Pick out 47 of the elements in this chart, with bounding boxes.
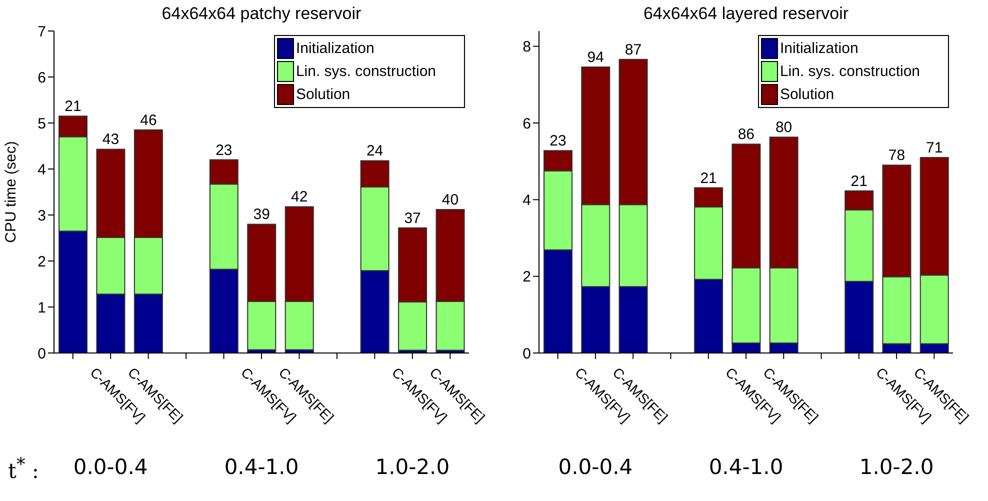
annotation: 21 bbox=[700, 170, 717, 187]
legend-label: Solution bbox=[296, 86, 350, 103]
annotation: 46 bbox=[140, 112, 157, 129]
legend-label: Lin. sys. construction bbox=[296, 63, 436, 80]
legend-label: Solution bbox=[780, 86, 834, 103]
legend-label: Initialization bbox=[296, 40, 374, 57]
y-tick-label: 6 bbox=[522, 115, 531, 132]
annotation: 71 bbox=[926, 140, 943, 156]
annotation: 80 bbox=[775, 119, 792, 136]
y-tick-label: 2 bbox=[522, 268, 531, 286]
y-tick-label: 7 bbox=[38, 23, 46, 40]
text: 0.4-1.0 bbox=[708, 455, 784, 479]
annotation: 21 bbox=[64, 98, 82, 116]
text: 0.4-1.0 bbox=[223, 455, 300, 479]
y-tick-label: 8 bbox=[522, 38, 531, 56]
annotation: 24 bbox=[366, 142, 384, 160]
y-tick-label: 4 bbox=[522, 192, 531, 209]
annotation: 87 bbox=[624, 41, 642, 58]
y-axis-title: CPU time (sec) bbox=[2, 141, 20, 243]
annotation: 86 bbox=[738, 126, 755, 144]
annotation: 94 bbox=[587, 49, 604, 66]
annotation: 40 bbox=[442, 191, 459, 208]
legend-label: Initialization bbox=[780, 40, 858, 57]
y-tick-label: 0 bbox=[38, 345, 46, 362]
annotation: 39 bbox=[253, 206, 270, 224]
annotation: 21 bbox=[850, 172, 868, 190]
annotation: 78 bbox=[888, 147, 906, 164]
y-tick-label: 3 bbox=[38, 207, 46, 224]
annotation: 42 bbox=[291, 188, 308, 206]
annotation: 37 bbox=[404, 210, 421, 227]
text: t$^{*}$ : bbox=[8, 455, 40, 483]
annotation: 23 bbox=[216, 142, 232, 159]
chart-title: 64x64x64 layered reservoir bbox=[642, 4, 850, 24]
text: 0.0-0.4 bbox=[557, 455, 634, 479]
y-tick-label: 4 bbox=[38, 161, 46, 178]
text: 1.0-2.0 bbox=[858, 455, 935, 479]
y-tick-label: 2 bbox=[38, 253, 46, 270]
chart-title: 64x64x64 patchy reservoir bbox=[160, 4, 362, 24]
y-tick-label: 0 bbox=[522, 345, 531, 362]
text: 1.0-2.0 bbox=[374, 455, 451, 479]
legend-label: Lin. sys. construction bbox=[780, 63, 920, 80]
y-tick-label: 1 bbox=[38, 299, 46, 316]
annotation: 43 bbox=[102, 131, 120, 148]
y-tick-label: 6 bbox=[38, 69, 46, 86]
annotation: 23 bbox=[550, 132, 566, 150]
y-tick-label: 5 bbox=[38, 115, 46, 132]
text: 0.0-0.4 bbox=[72, 455, 149, 479]
